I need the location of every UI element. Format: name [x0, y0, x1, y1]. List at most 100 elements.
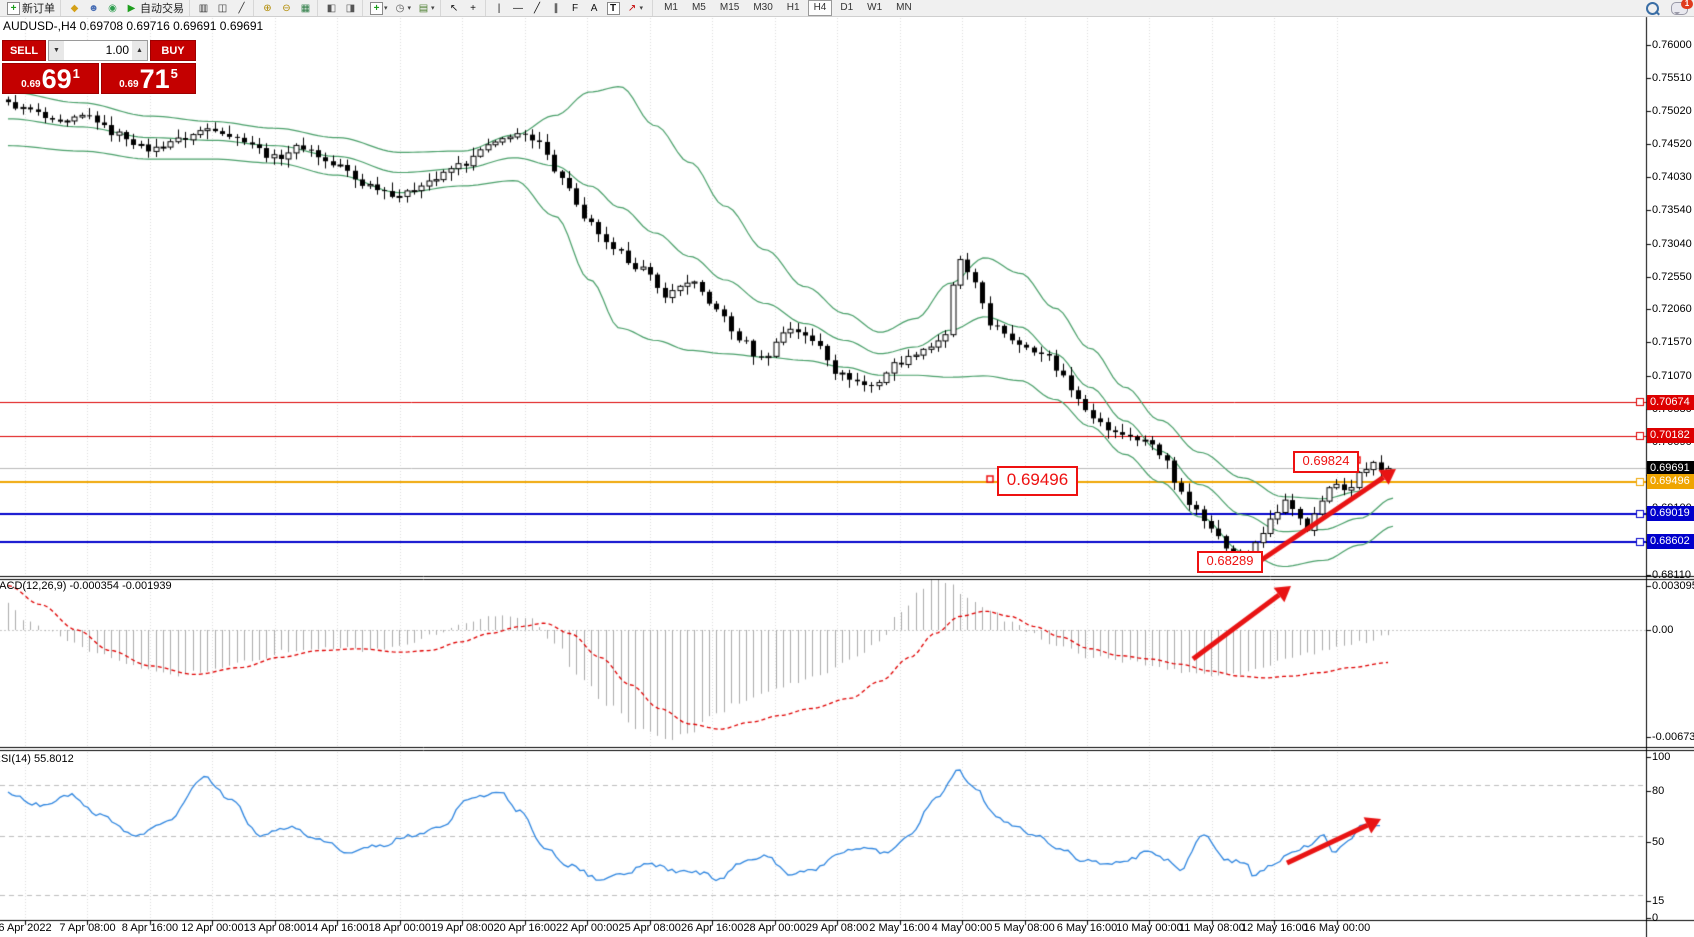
- toolbar-button-zoom-out-icon[interactable]: ⊖: [278, 1, 295, 15]
- timeframe-d1[interactable]: D1: [840, 2, 854, 13]
- timeframe-m15[interactable]: M15: [719, 2, 740, 13]
- toolbar-button-data-window-icon[interactable]: ☻: [85, 1, 102, 15]
- toolbar-button-horizontal-line-icon[interactable]: —: [510, 1, 527, 15]
- toolbar-button-chart-shift-icon[interactable]: ◨: [342, 1, 359, 15]
- date-tick-label: 2 May 16:00: [869, 922, 930, 934]
- bar-chart-icon: ▥: [198, 2, 209, 14]
- vertical-line-icon: |: [497, 2, 501, 14]
- toolbar-button-crosshair-icon[interactable]: +: [465, 1, 482, 15]
- horizontal-line-icon: —: [513, 2, 524, 14]
- toolbar-button-tile-windows-icon[interactable]: ▦: [297, 1, 314, 15]
- price-tag[interactable]: 0.68602: [1647, 534, 1694, 550]
- volume-decrease-button[interactable]: ▼: [49, 41, 64, 60]
- toolbar-button-period-icon[interactable]: ◷ ▾: [392, 1, 414, 15]
- toolbar-button-fibonacci-icon[interactable]: F: [567, 1, 584, 15]
- timeframe-h4[interactable]: H4: [807, 0, 833, 16]
- timeframe-w1[interactable]: W1: [867, 2, 883, 13]
- date-tick-label: 18 Apr 00:00: [368, 922, 432, 934]
- date-tick-label: 12 May 16:00: [1241, 922, 1308, 934]
- toolbar-button-arrange-charts-icon[interactable]: ◧: [323, 1, 340, 15]
- toolbar-button-bar-chart-icon[interactable]: ▥: [195, 1, 212, 15]
- chevron-down-icon: ▾: [384, 5, 388, 12]
- date-tick-label: 22 Apr 00:00: [556, 922, 619, 934]
- date-tick-label: 7 Apr 08:00: [59, 922, 116, 934]
- sell-price-button[interactable]: 0.69 69 1: [2, 63, 99, 94]
- toolbar-button-autotrading-icon[interactable]: ▶ 自动交易: [123, 1, 186, 16]
- macd-tick-label: 0.003095: [1652, 580, 1694, 592]
- price-callout[interactable]: 0.68289: [1197, 551, 1263, 573]
- search-icon[interactable]: [1646, 1, 1659, 15]
- fibonacci-icon: F: [571, 2, 579, 14]
- rsi-indicator-label: RSI(14) 55.8012: [0, 753, 74, 765]
- price-tag[interactable]: 0.69496: [1647, 474, 1694, 490]
- toolbar-group: ↖ +: [439, 0, 485, 16]
- market-watch-icon: ◆: [70, 2, 79, 14]
- price-tick-label: 0.73540: [1652, 204, 1692, 217]
- toolbar-button-arrows-tool-icon[interactable]: ↗ ▾: [624, 1, 646, 15]
- toolbar-button-channel-icon[interactable]: ∥: [548, 1, 565, 15]
- volume-value[interactable]: 1.00: [105, 43, 129, 57]
- timeframe-m1[interactable]: M1: [664, 2, 678, 13]
- toolbar-button-indicators-icon[interactable]: + ▾: [368, 1, 390, 15]
- buy-price-pip: 5: [170, 66, 178, 81]
- timeframe-m5[interactable]: M5: [691, 2, 706, 13]
- price-tag[interactable]: 0.70182: [1647, 428, 1694, 443]
- chart-shift-icon: ◨: [345, 2, 356, 14]
- period-icon: ◷: [395, 2, 405, 14]
- buy-price-prefix: 0.69: [119, 79, 139, 90]
- sell-price-prefix: 0.69: [21, 79, 41, 90]
- toolbar-button-cursor-icon[interactable]: ↖: [446, 1, 463, 15]
- crosshair-icon: +: [470, 2, 476, 14]
- timeframe-h1[interactable]: H1: [786, 2, 800, 13]
- toolbar-group: | — ╱ ∥ F A T ↗ ▾: [484, 0, 649, 16]
- toolbar-button-new-order-icon[interactable]: + 新订单: [5, 1, 57, 15]
- toolbar-button-trendline-icon[interactable]: ╱: [529, 1, 546, 15]
- toolbar-button-line-chart-icon[interactable]: ╱: [233, 1, 250, 15]
- sell-button[interactable]: SELL: [2, 40, 46, 61]
- toolbar-button-label-icon[interactable]: T: [605, 1, 622, 15]
- arrows-tool-icon: ↗: [627, 2, 637, 14]
- toolbar-button-text-icon[interactable]: A: [586, 1, 603, 15]
- tile-windows-icon: ▦: [300, 2, 311, 14]
- rsi-tick-label: 0: [1652, 912, 1659, 924]
- chat-icon[interactable]: 1: [1671, 0, 1693, 15]
- price-tick-label: 0.73040: [1652, 237, 1692, 250]
- macd-tick-label: 0.00: [1652, 624, 1674, 636]
- date-tick-label: 26 Apr 16:00: [680, 922, 744, 934]
- sell-price-pip: 1: [72, 66, 80, 81]
- volume-increase-button[interactable]: ▲: [132, 41, 147, 60]
- label-icon: T: [606, 1, 620, 15]
- price-tick-label: 0.74030: [1652, 171, 1692, 184]
- price-tick-label: 0.71570: [1652, 336, 1692, 349]
- notification-badge: 1: [1681, 0, 1693, 9]
- price-tick-label: 0.72060: [1652, 303, 1692, 316]
- buy-price-button[interactable]: 0.69 71 5: [100, 63, 196, 94]
- price-callout[interactable]: 0.69824: [1293, 451, 1359, 473]
- toolbar-button-zoom-in-icon[interactable]: ⊕: [259, 1, 276, 15]
- cursor-icon: ↖: [449, 2, 459, 14]
- toolbar-button-template-icon[interactable]: ▤ ▾: [415, 1, 437, 15]
- volume-stepper: ▼ 1.00 ▲: [48, 40, 148, 61]
- price-tag[interactable]: 0.70674: [1647, 394, 1694, 410]
- price-tick-label: 0.74520: [1652, 138, 1692, 151]
- date-tick-label: 19 Apr 08:00: [431, 922, 494, 934]
- toolbar-button-label: 自动交易: [140, 3, 184, 15]
- price-tag[interactable]: 0.69019: [1647, 506, 1694, 522]
- zoom-out-icon: ⊖: [282, 2, 291, 14]
- timeframe-mn[interactable]: MN: [896, 2, 912, 13]
- toolbar-button-candlestick-chart-icon[interactable]: ◫: [214, 1, 231, 15]
- toolbar: + 新订单 ◆ ☻ ◉ ▶ 自动交易 ▥ ◫ ╱ ⊕ ⊖ ▦ ◧ ◨ + ▾ ◷ ▾ ▤ ▾ ↖ + | — ╱ ∥ F A T ↗ ▾ M1…: [0, 0, 1694, 17]
- date-tick-label: 6 Apr 2022: [0, 922, 52, 934]
- toolbar-button-signals-icon[interactable]: ◉: [104, 1, 121, 15]
- toolbar-button-market-watch-icon[interactable]: ◆: [66, 1, 83, 15]
- toolbar-button-vertical-line-icon[interactable]: |: [491, 1, 508, 15]
- price-tick-label: 0.71070: [1652, 369, 1692, 382]
- symbol-ohlc-label: AUDUSD-,H4 0.69708 0.69716 0.69691 0.696…: [3, 19, 264, 33]
- data-window-icon: ☻: [88, 2, 99, 14]
- timeframe-m30[interactable]: M30: [753, 2, 773, 13]
- date-tick-label: 12 Apr 00:00: [181, 922, 244, 934]
- buy-button[interactable]: BUY: [150, 40, 196, 61]
- price-callout[interactable]: 0.69496: [997, 466, 1078, 496]
